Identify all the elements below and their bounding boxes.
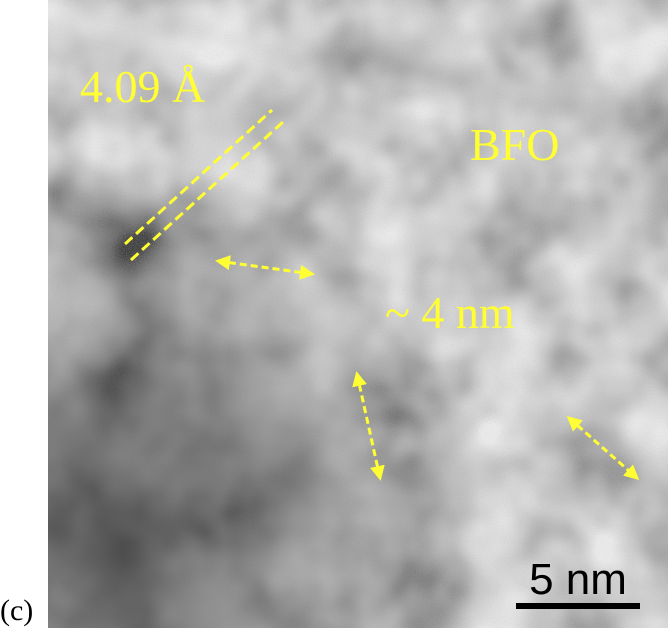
figure: 4.09 Å BFO ~ 4 nm 5 nm (c): [0, 0, 668, 628]
scale-bar-label: 5 nm: [529, 555, 627, 604]
material-label: BFO: [470, 119, 559, 170]
panel-label: (c): [0, 594, 33, 627]
particle-size-label: ~ 4 nm: [385, 287, 515, 338]
lattice-spacing-label: 4.09 Å: [80, 61, 205, 112]
